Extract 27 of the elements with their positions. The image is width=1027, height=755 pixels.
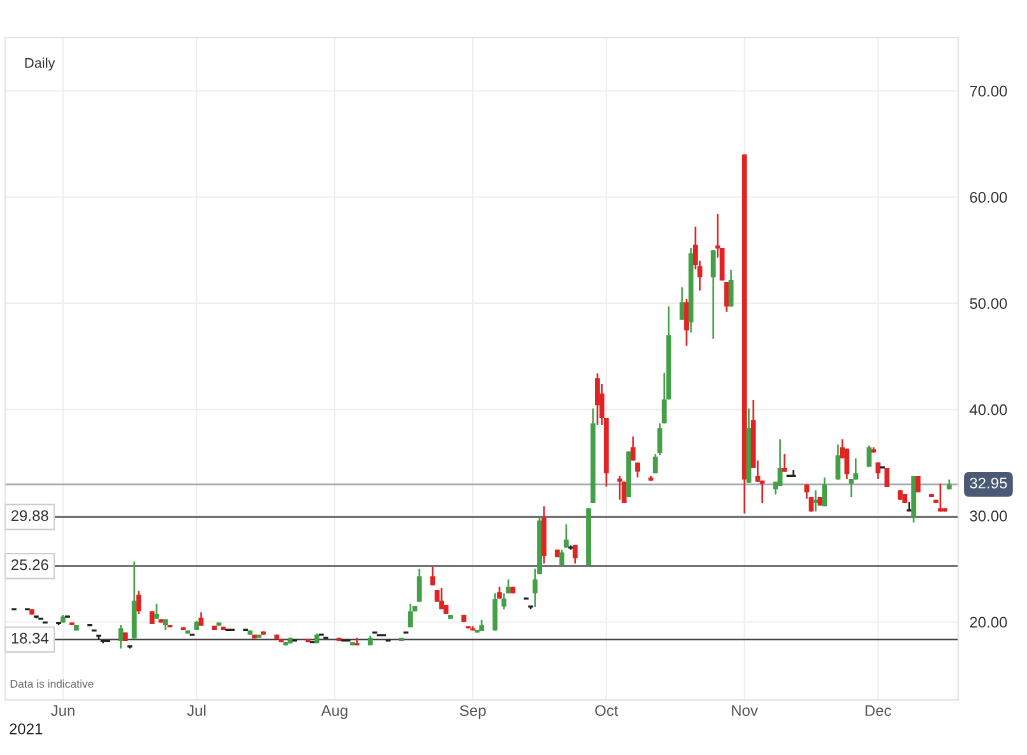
x-tick-label: Oct [595, 705, 619, 716]
y-tick-label: 30.00 [969, 510, 1007, 522]
y-tick-label: 50.00 [969, 298, 1007, 309]
x-tick-label: Jun [50, 705, 75, 716]
candlestick [136, 590, 142, 615]
annotation: Daily [25, 57, 56, 71]
x-tick-label: Dec [865, 705, 892, 716]
ref-line-label: 18.34 [11, 632, 49, 644]
candlestick [853, 457, 859, 481]
text: 2021 [9, 723, 43, 735]
ref-line-label: 32.95 [969, 477, 1007, 489]
candlestick [822, 476, 828, 507]
x-tick-label: Aug [321, 705, 348, 719]
x-tick-label: Jul [187, 704, 206, 716]
candlestick [617, 475, 623, 501]
y-tick-label: 70.00 [970, 85, 1007, 97]
y-tick-label: 60.00 [970, 191, 1007, 203]
y-tick-label: 20.00 [970, 616, 1007, 628]
annotation: Data is indicative [10, 679, 94, 688]
candlestick [866, 444, 872, 468]
ref-line-label: 25.26 [11, 559, 49, 571]
y-tick-label: 40.00 [969, 404, 1007, 416]
candlestick [563, 523, 569, 549]
ref-line-label: 29.88 [11, 510, 49, 522]
x-tick-label: Nov [732, 705, 758, 716]
candlestick [118, 624, 124, 650]
x-tick-label: Sep [459, 705, 486, 719]
